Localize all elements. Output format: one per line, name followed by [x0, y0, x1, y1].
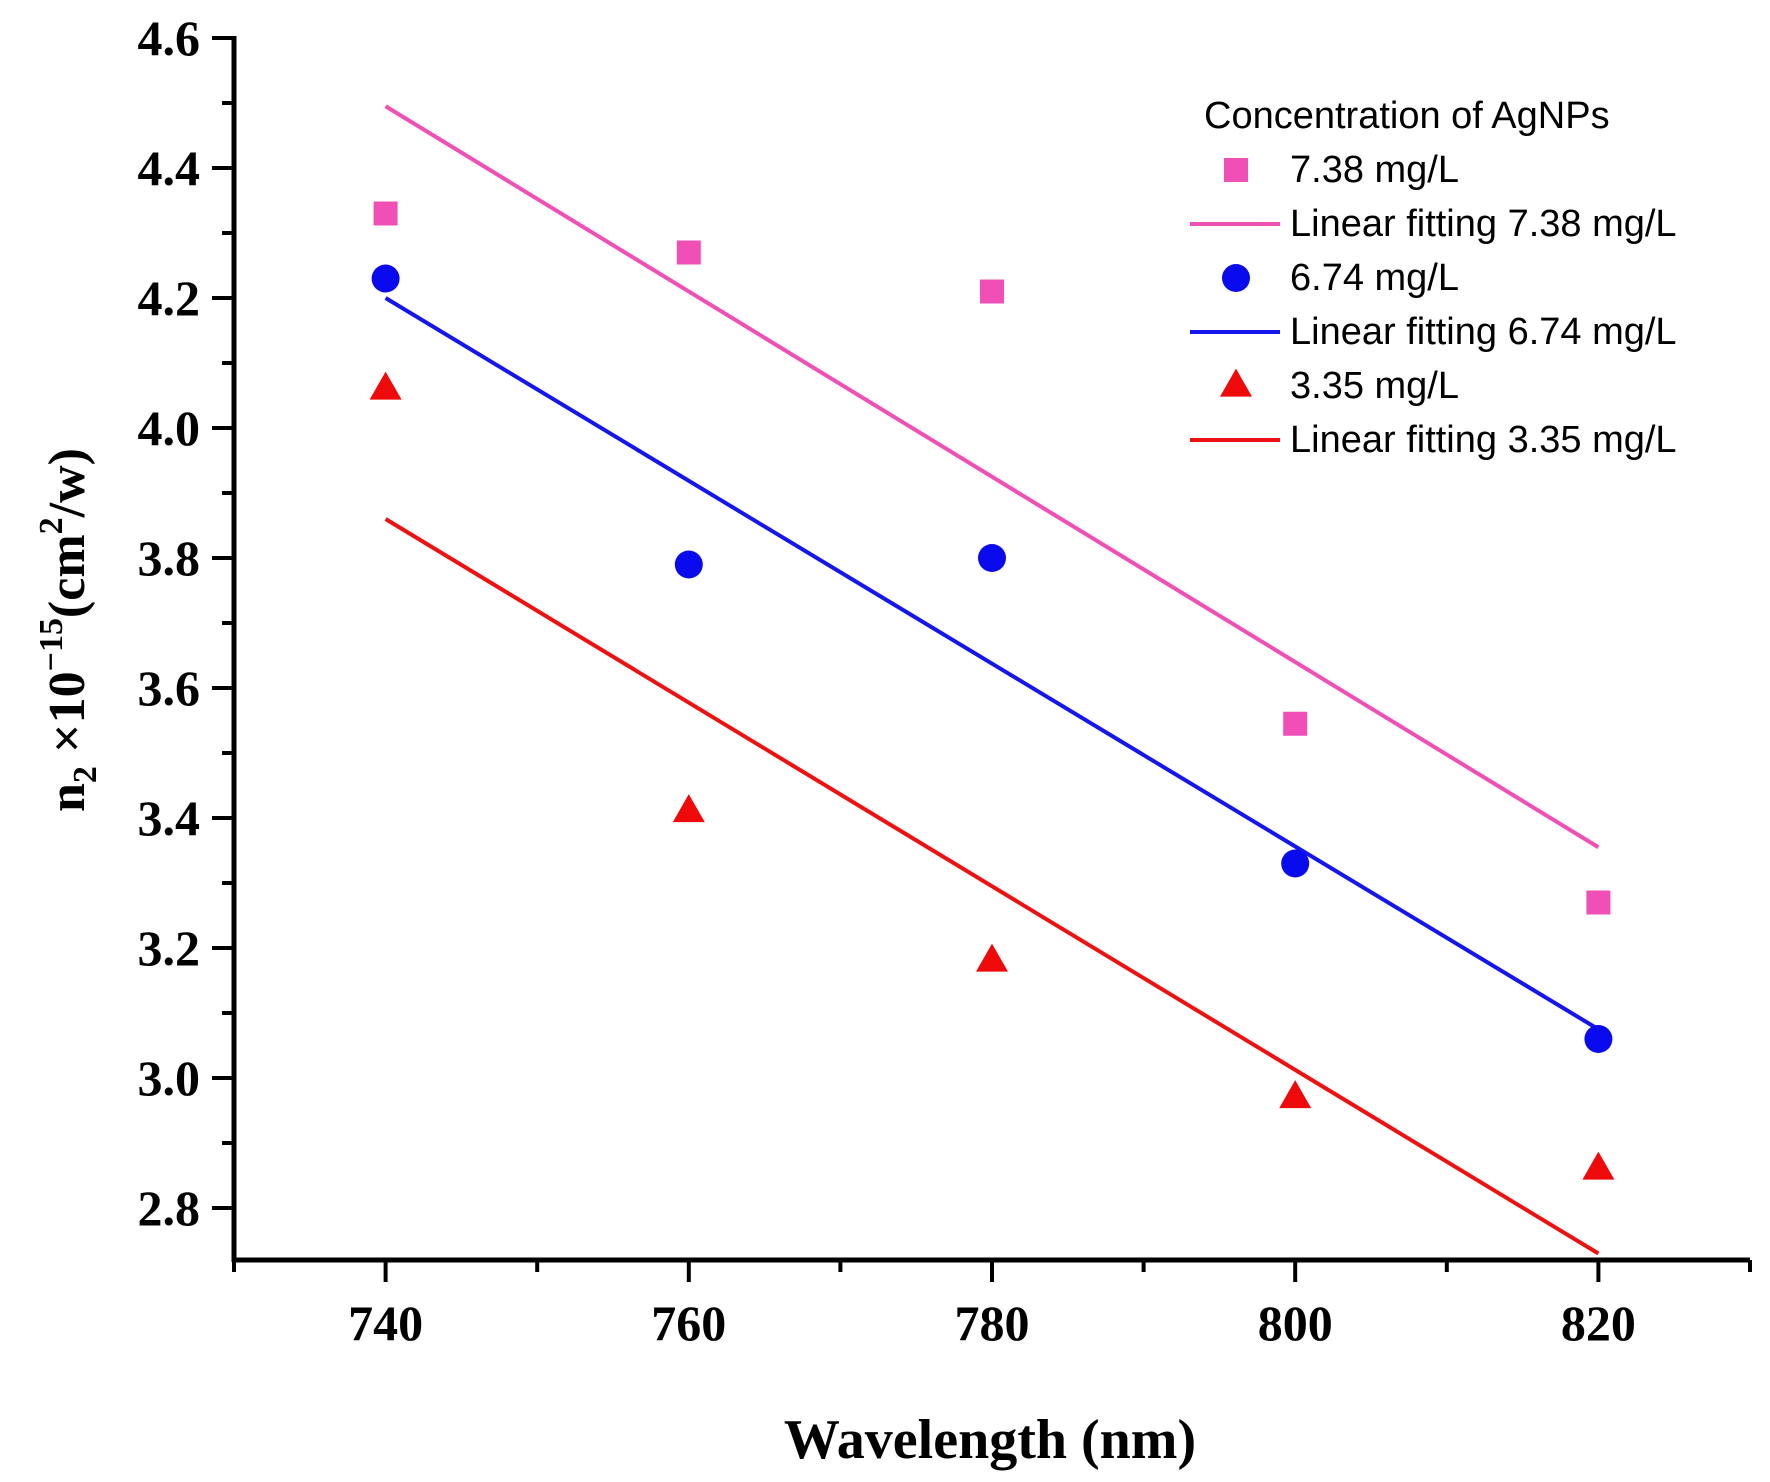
legend-title: Concentration of AgNPs — [1204, 95, 1610, 137]
y-title-unit-close: /w) — [39, 448, 96, 518]
data-point-series-2 — [1584, 1025, 1613, 1053]
legend-marker-series-2 — [1222, 264, 1250, 292]
legend-marker-series-1 — [1224, 158, 1248, 182]
tick-marks — [212, 36, 1752, 1282]
data-point-series-2 — [978, 544, 1006, 572]
x-tick-label: 820 — [1561, 1295, 1636, 1351]
y-title-unit-superscript: 2 — [33, 517, 70, 534]
data-point-series-2 — [1281, 849, 1310, 878]
data-point-series-1 — [676, 240, 701, 265]
y-axis-title: n2 ×10−15(cm2/w) — [33, 448, 104, 812]
legend-label-series-3: 3.35 mg/L — [1290, 365, 1459, 407]
data-point-series-3 — [976, 943, 1008, 972]
x-tick-label: 760 — [651, 1295, 726, 1351]
data-point-series-1 — [980, 279, 1004, 304]
fit-line-series-2 — [384, 296, 1600, 1031]
legend-fit-label-series-1: Linear fitting 7.38 mg/L — [1290, 203, 1677, 245]
y-title-unit-open: (cm — [39, 534, 96, 618]
y-tick-label: 3.6 — [138, 660, 201, 716]
legend-fit-label-series-2: Linear fitting 6.74 mg/L — [1290, 311, 1677, 353]
x-tick-label: 780 — [955, 1295, 1030, 1351]
legend-marker-series-3 — [1220, 368, 1252, 397]
data-point-series-3 — [1279, 1080, 1312, 1109]
data-point-series-1 — [1586, 890, 1611, 915]
x-tick-label: 800 — [1258, 1295, 1333, 1351]
data-point-series-3 — [1582, 1151, 1615, 1180]
x-axis-title: Wavelength (nm) — [784, 1409, 1196, 1471]
data-point-series-1 — [1283, 711, 1308, 736]
data-point-series-2 — [674, 550, 703, 579]
y-tick-label: 4.6 — [138, 10, 201, 66]
tick-labels: 740 760 780 800 820 2.8 3.0 3.2 3.4 3.6 3.8 4.0 4.2 4… — [138, 10, 1636, 1351]
y-tick-label: 2.8 — [138, 1180, 201, 1236]
y-tick-label: 4.2 — [138, 270, 201, 326]
y-tick-label: 4.0 — [138, 400, 201, 456]
fit-lines — [384, 104, 1600, 1256]
legend-label-series-2: 6.74 mg/L — [1290, 257, 1459, 299]
y-tick-label: 3.0 — [138, 1050, 201, 1106]
y-tick-label: 3.4 — [138, 790, 201, 846]
data-point-series-2 — [371, 264, 400, 293]
data-points — [369, 201, 1615, 1180]
data-point-series-3 — [369, 371, 402, 400]
y-tick-label: 3.2 — [138, 920, 201, 976]
y-title-base: n — [39, 783, 96, 812]
legend-fit-label-series-3: Linear fitting 3.35 mg/L — [1290, 419, 1677, 461]
y-tick-label: 3.8 — [138, 530, 201, 586]
y-title-base-subscript: 2 — [67, 766, 104, 783]
fit-line-series-3 — [384, 517, 1600, 1256]
legend: Concentration of AgNPs 7.38 mg/L Linear fi… — [1190, 95, 1677, 461]
y-title-exponent: −15 — [33, 618, 70, 671]
y-tick-label: 4.4 — [138, 140, 201, 196]
x-tick-label: 740 — [348, 1295, 423, 1351]
legend-label-series-1: 7.38 mg/L — [1290, 149, 1459, 191]
data-point-series-3 — [672, 794, 705, 823]
fit-line-series-1 — [384, 104, 1600, 849]
y-title-multiplier: ×10 — [39, 671, 96, 766]
data-point-series-1 — [373, 201, 398, 226]
